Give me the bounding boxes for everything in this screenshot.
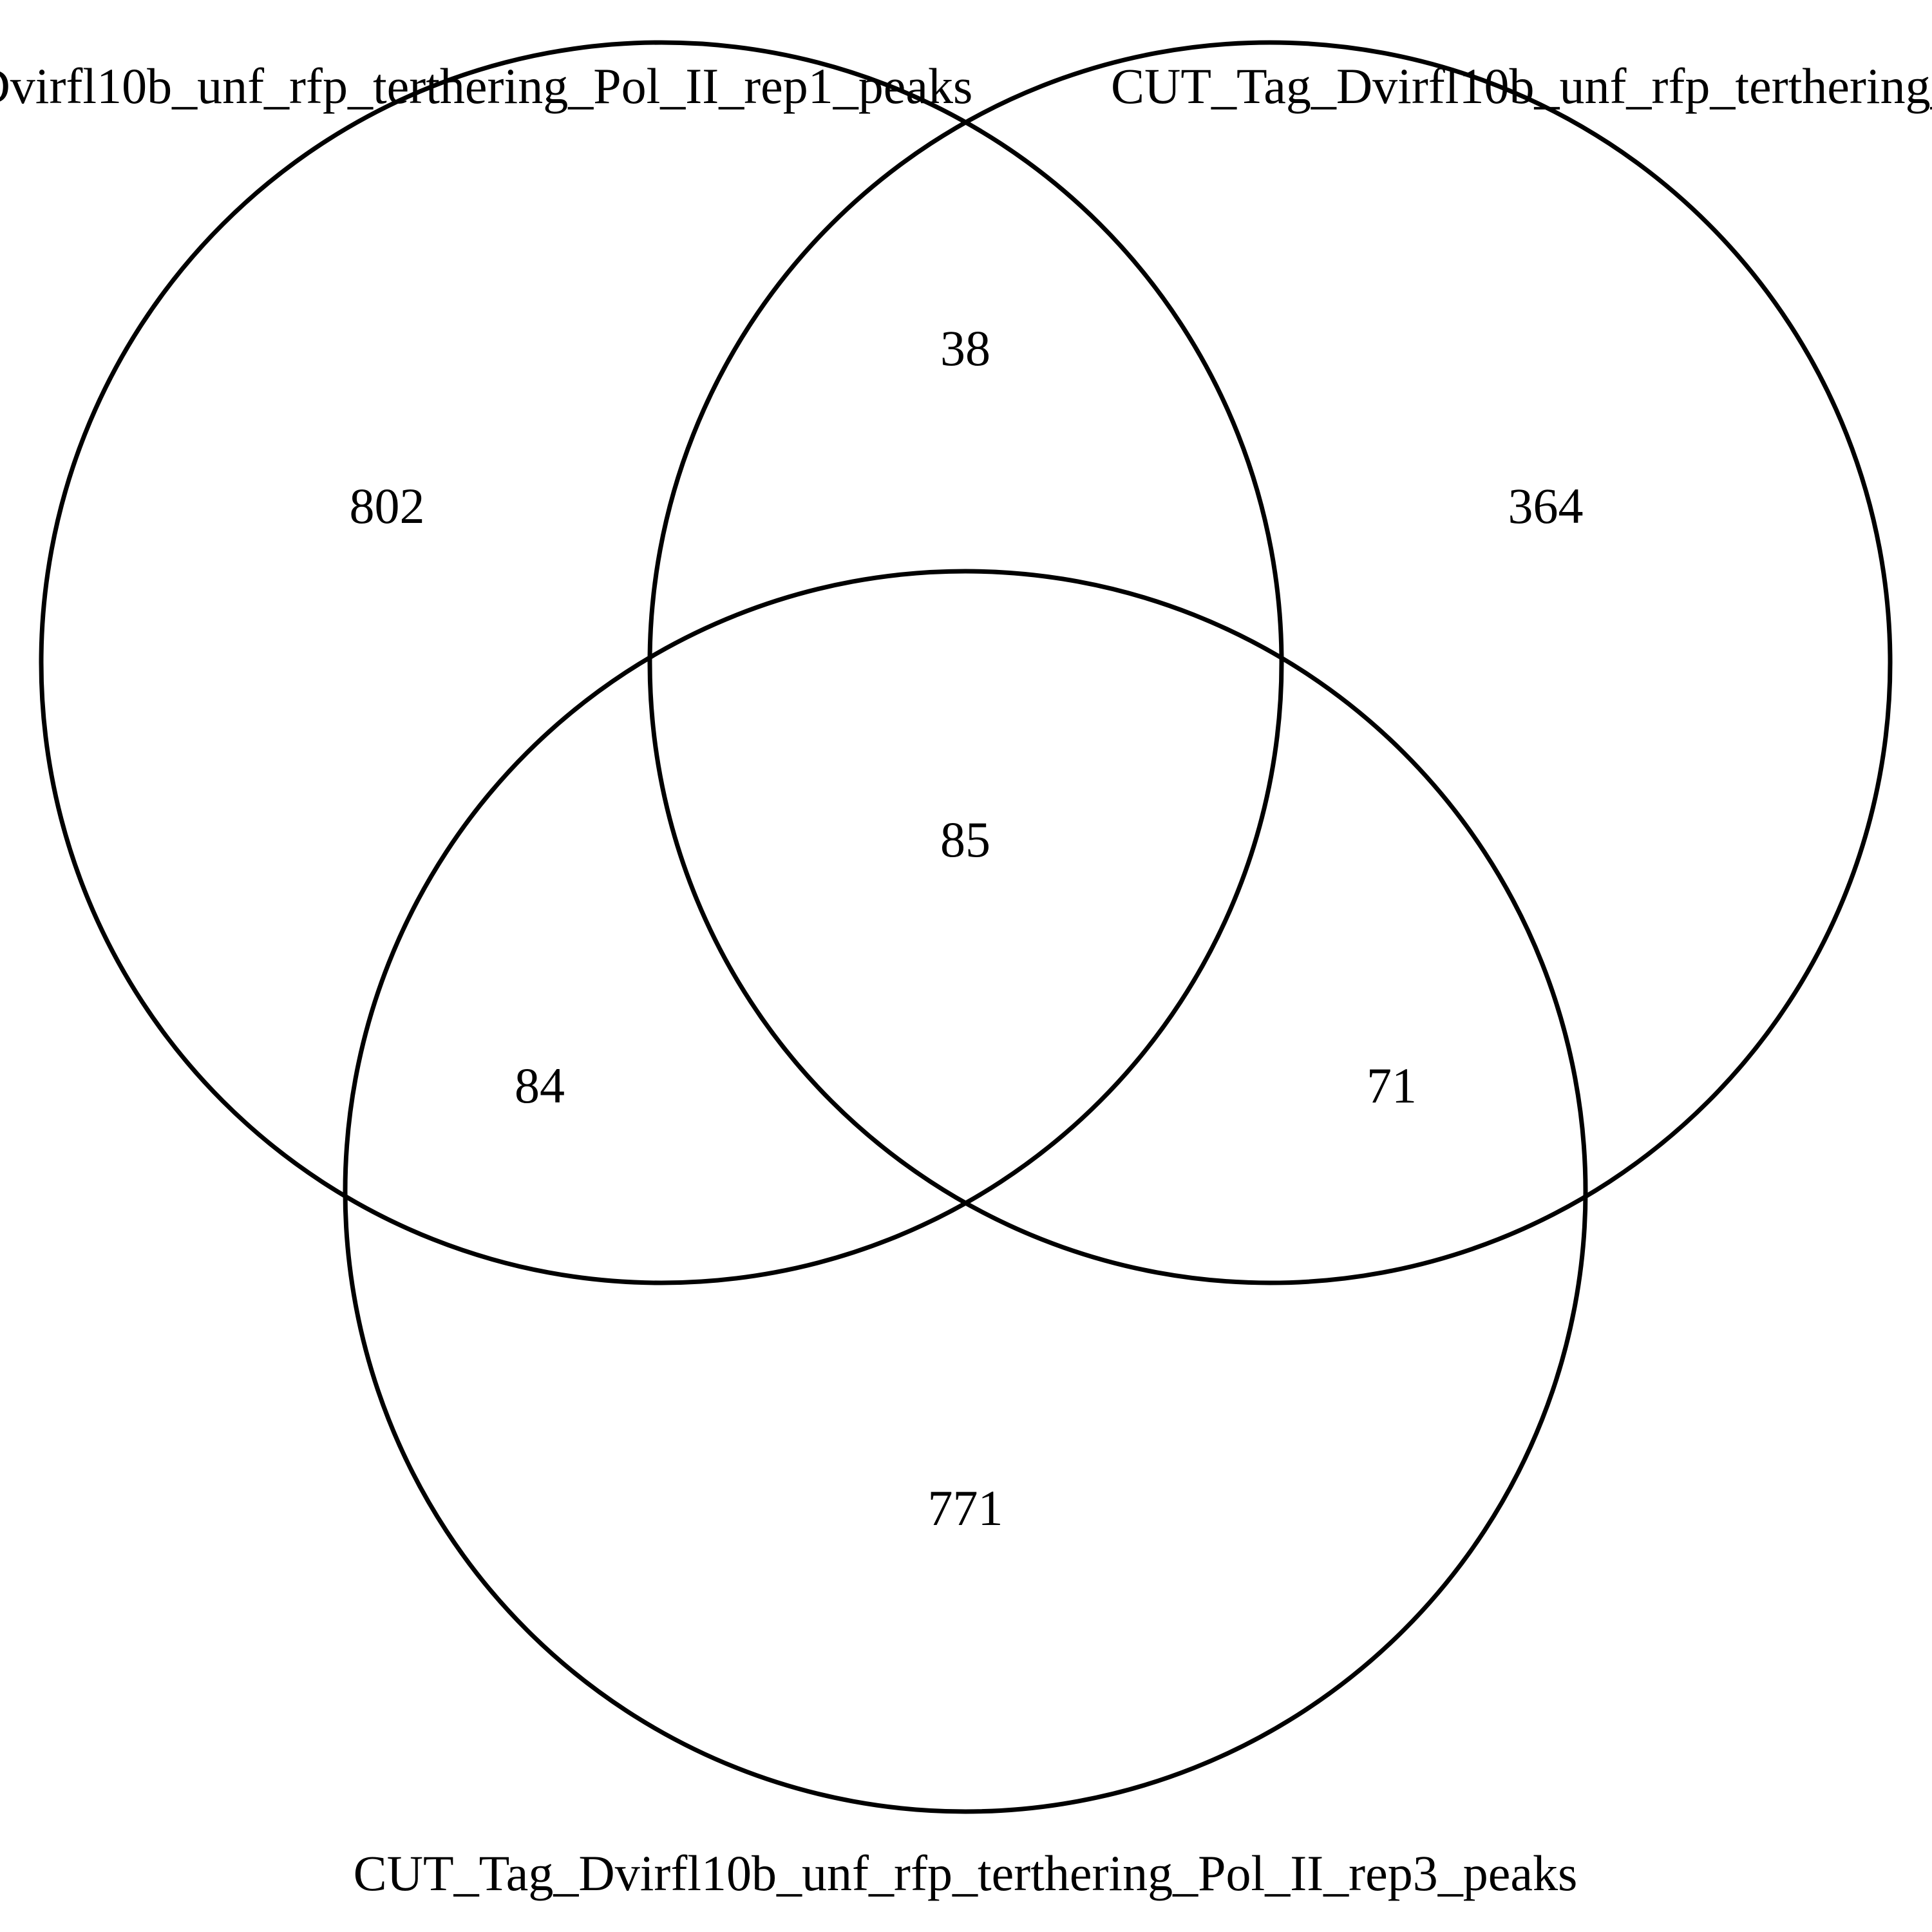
region-count-rep2-only: 364 (1508, 478, 1584, 534)
region-count-rep2-rep3: 71 (1367, 1057, 1417, 1113)
set-label-rep1: CUT_Tag_Dvirfl10b_unf_rfp_terthering_Pol… (0, 58, 972, 114)
set-label-rep3: CUT_Tag_Dvirfl10b_unf_rfp_terthering_Pol… (354, 1845, 1578, 1901)
set-label-rep2: CUT_Tag_Dvirfl10b_unf_rfp_terthering_Pol… (1111, 58, 1932, 114)
region-count-all: 85 (940, 811, 990, 867)
region-count-rep3-only: 771 (928, 1480, 1003, 1536)
set-circle-rep2 (647, 40, 1893, 1285)
region-count-rep1-rep3: 84 (515, 1057, 565, 1113)
set-circle-rep3 (343, 569, 1588, 1814)
region-count-rep1-only: 802 (350, 478, 425, 534)
region-count-rep1-rep2: 38 (940, 320, 990, 376)
set-circle-rep1 (39, 40, 1284, 1285)
